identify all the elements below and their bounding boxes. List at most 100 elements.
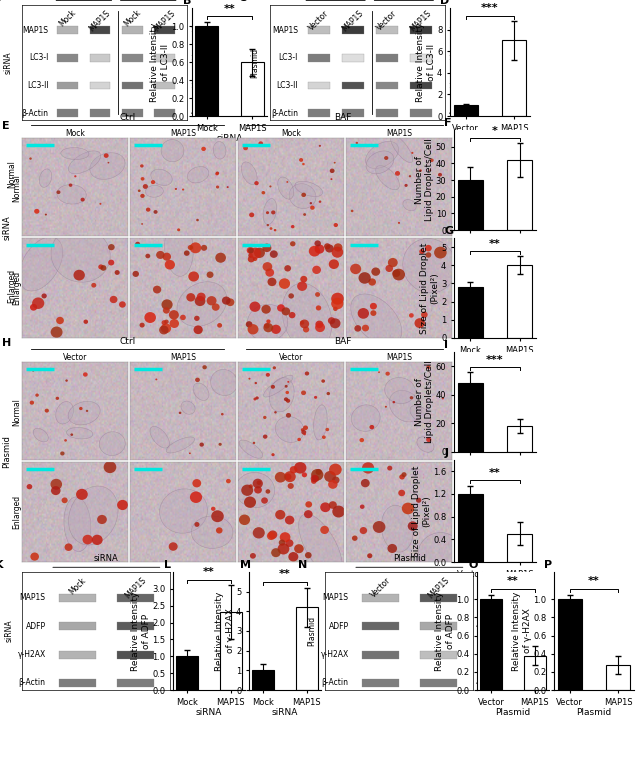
Text: β-Actin: β-Actin — [21, 109, 49, 117]
Circle shape — [324, 471, 336, 482]
Bar — [195, 26, 218, 116]
Circle shape — [275, 510, 285, 519]
Circle shape — [291, 225, 294, 229]
Bar — [557, 599, 582, 690]
Bar — [154, 26, 175, 35]
Circle shape — [250, 553, 256, 558]
Text: LC3-I: LC3-I — [278, 54, 298, 62]
Circle shape — [404, 184, 408, 187]
Circle shape — [286, 399, 290, 403]
Circle shape — [402, 502, 414, 515]
Ellipse shape — [164, 221, 193, 276]
Text: E: E — [2, 121, 10, 131]
Circle shape — [294, 462, 307, 473]
Circle shape — [195, 522, 200, 527]
Circle shape — [322, 436, 326, 439]
Ellipse shape — [241, 162, 257, 184]
Bar — [362, 650, 399, 659]
Circle shape — [180, 314, 186, 320]
Circle shape — [253, 257, 257, 261]
Ellipse shape — [57, 185, 86, 204]
Circle shape — [259, 141, 263, 146]
Circle shape — [392, 268, 405, 281]
Circle shape — [30, 304, 37, 311]
Circle shape — [426, 252, 431, 258]
Circle shape — [268, 531, 277, 539]
Text: J: J — [444, 448, 448, 458]
Circle shape — [56, 317, 64, 324]
Circle shape — [253, 527, 265, 538]
Y-axis label: Size of Lipid Droplet
(Pixel²): Size of Lipid Droplet (Pixel²) — [412, 466, 432, 557]
Text: 42: 42 — [449, 110, 457, 116]
Circle shape — [301, 428, 305, 432]
Circle shape — [194, 316, 200, 321]
Circle shape — [371, 310, 376, 316]
Circle shape — [319, 145, 321, 146]
Circle shape — [285, 515, 294, 525]
Circle shape — [56, 190, 60, 194]
Bar — [116, 679, 154, 687]
Circle shape — [244, 496, 256, 508]
Ellipse shape — [161, 140, 184, 162]
Circle shape — [279, 278, 290, 289]
Circle shape — [316, 321, 323, 328]
Circle shape — [290, 241, 296, 246]
Text: Vector: Vector — [369, 575, 392, 599]
Text: ***: *** — [486, 355, 504, 365]
Text: 17: 17 — [190, 55, 199, 61]
Circle shape — [255, 397, 259, 400]
Circle shape — [398, 489, 405, 496]
Circle shape — [300, 276, 307, 282]
Circle shape — [316, 469, 322, 475]
Bar — [454, 105, 478, 116]
Circle shape — [248, 377, 250, 380]
Circle shape — [140, 164, 143, 168]
Ellipse shape — [177, 281, 227, 327]
Circle shape — [421, 311, 428, 318]
Circle shape — [289, 293, 294, 298]
X-axis label: Plasmid: Plasmid — [495, 708, 531, 717]
Circle shape — [301, 390, 306, 395]
Circle shape — [311, 479, 317, 484]
Circle shape — [189, 453, 191, 454]
Circle shape — [51, 479, 62, 490]
Y-axis label: Relative Intensity
of ADFP: Relative Intensity of ADFP — [435, 591, 455, 670]
Text: 42: 42 — [173, 680, 182, 686]
Text: 116: 116 — [173, 595, 186, 601]
Circle shape — [378, 371, 380, 373]
Circle shape — [227, 186, 228, 188]
Circle shape — [70, 433, 73, 436]
Circle shape — [201, 146, 206, 151]
Circle shape — [271, 210, 275, 215]
Bar — [58, 26, 78, 35]
Circle shape — [325, 245, 334, 252]
Circle shape — [279, 539, 285, 545]
Circle shape — [269, 227, 273, 230]
Ellipse shape — [39, 169, 52, 187]
Bar — [241, 62, 264, 116]
Circle shape — [284, 471, 296, 482]
Ellipse shape — [166, 437, 195, 453]
Text: 48: 48 — [476, 624, 485, 629]
Circle shape — [429, 170, 431, 171]
Bar — [458, 180, 483, 230]
Circle shape — [286, 181, 288, 183]
Circle shape — [401, 472, 406, 477]
Circle shape — [207, 296, 216, 305]
Ellipse shape — [351, 405, 380, 431]
Circle shape — [190, 492, 202, 503]
Circle shape — [329, 259, 339, 269]
Text: Normal: Normal — [13, 174, 22, 202]
Circle shape — [331, 298, 344, 309]
Text: Vector: Vector — [307, 8, 330, 32]
Circle shape — [299, 158, 303, 162]
Circle shape — [415, 318, 425, 328]
Text: MAP1S: MAP1S — [152, 8, 177, 33]
Ellipse shape — [68, 151, 100, 174]
Circle shape — [143, 184, 148, 189]
Text: MAP1S: MAP1S — [170, 129, 196, 137]
Ellipse shape — [376, 166, 399, 189]
Circle shape — [350, 264, 361, 274]
Circle shape — [274, 411, 276, 413]
Ellipse shape — [275, 416, 304, 443]
